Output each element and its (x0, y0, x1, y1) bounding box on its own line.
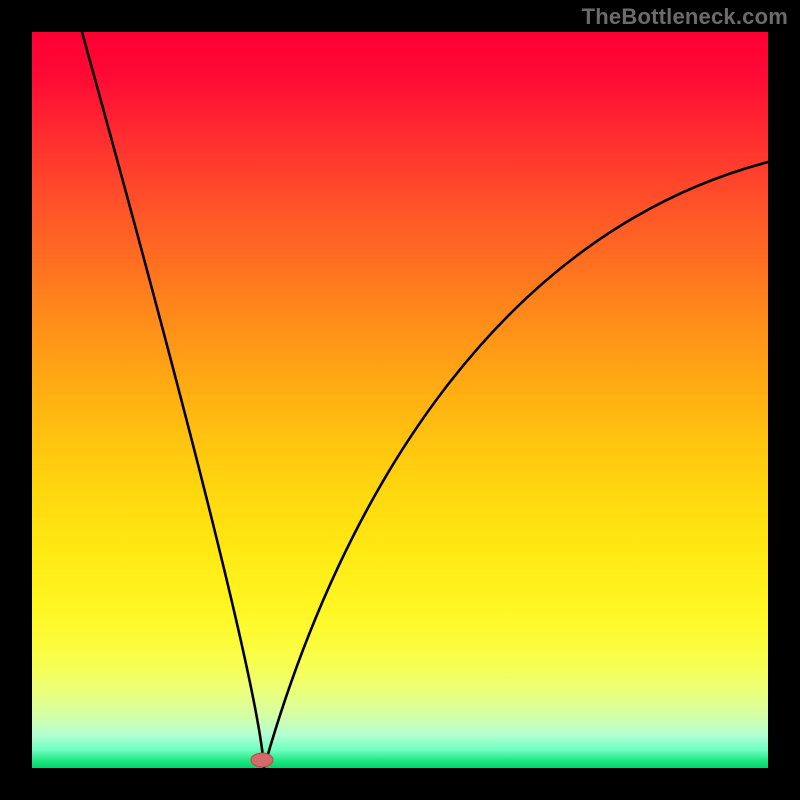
bottleneck-chart (32, 32, 768, 768)
chart-frame: TheBottleneck.com (0, 0, 800, 800)
plot-area (32, 32, 768, 768)
watermark-text: TheBottleneck.com (582, 4, 788, 30)
gradient-background (32, 32, 768, 768)
minimum-marker (251, 753, 273, 767)
